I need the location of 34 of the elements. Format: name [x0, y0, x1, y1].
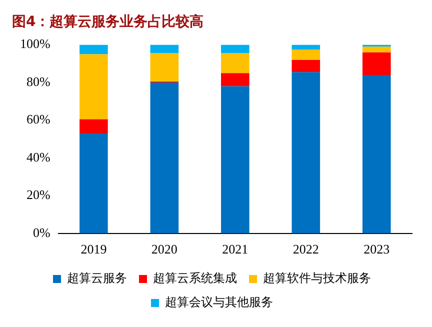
bar: [80, 119, 108, 134]
y-tick-label: 60%: [26, 112, 50, 127]
legend-label: 超算云服务: [67, 271, 127, 286]
bar: [292, 72, 320, 234]
x-tick-label: 2020: [151, 242, 178, 257]
bar: [150, 53, 179, 82]
bar: [150, 44, 179, 54]
y-tick-label: 40%: [26, 149, 50, 164]
y-tick-label: 0%: [32, 224, 50, 240]
y-tick-label: 20%: [26, 187, 50, 202]
legend-label: 超算云系统集成: [153, 271, 237, 286]
x-tick-label: 2022: [292, 242, 319, 257]
bar: [362, 74, 391, 234]
bar: [221, 53, 250, 74]
bar: [80, 44, 108, 54]
chart-title: 图4：超算云服务业务占比较高: [12, 13, 204, 30]
bar: [221, 44, 250, 54]
legend-label: 超算会议与其他服务: [165, 295, 273, 310]
bar: [221, 73, 250, 86]
x-tick-label: 2019: [80, 242, 107, 257]
bar: [292, 60, 320, 72]
y-tick-label: 80%: [26, 74, 50, 89]
bar: [80, 54, 108, 120]
bar: [292, 44, 320, 50]
bar: [150, 82, 179, 234]
bar: [292, 50, 320, 60]
bar: [80, 133, 108, 234]
bar: [221, 86, 250, 234]
legend-label: 超算软件与技术服务: [263, 271, 371, 286]
y-tick-label: 100%: [20, 36, 50, 52]
bar: [362, 52, 391, 75]
x-tick-label: 2023: [364, 242, 390, 257]
bar: [362, 46, 391, 52]
x-tick-label: 2021: [222, 242, 248, 257]
